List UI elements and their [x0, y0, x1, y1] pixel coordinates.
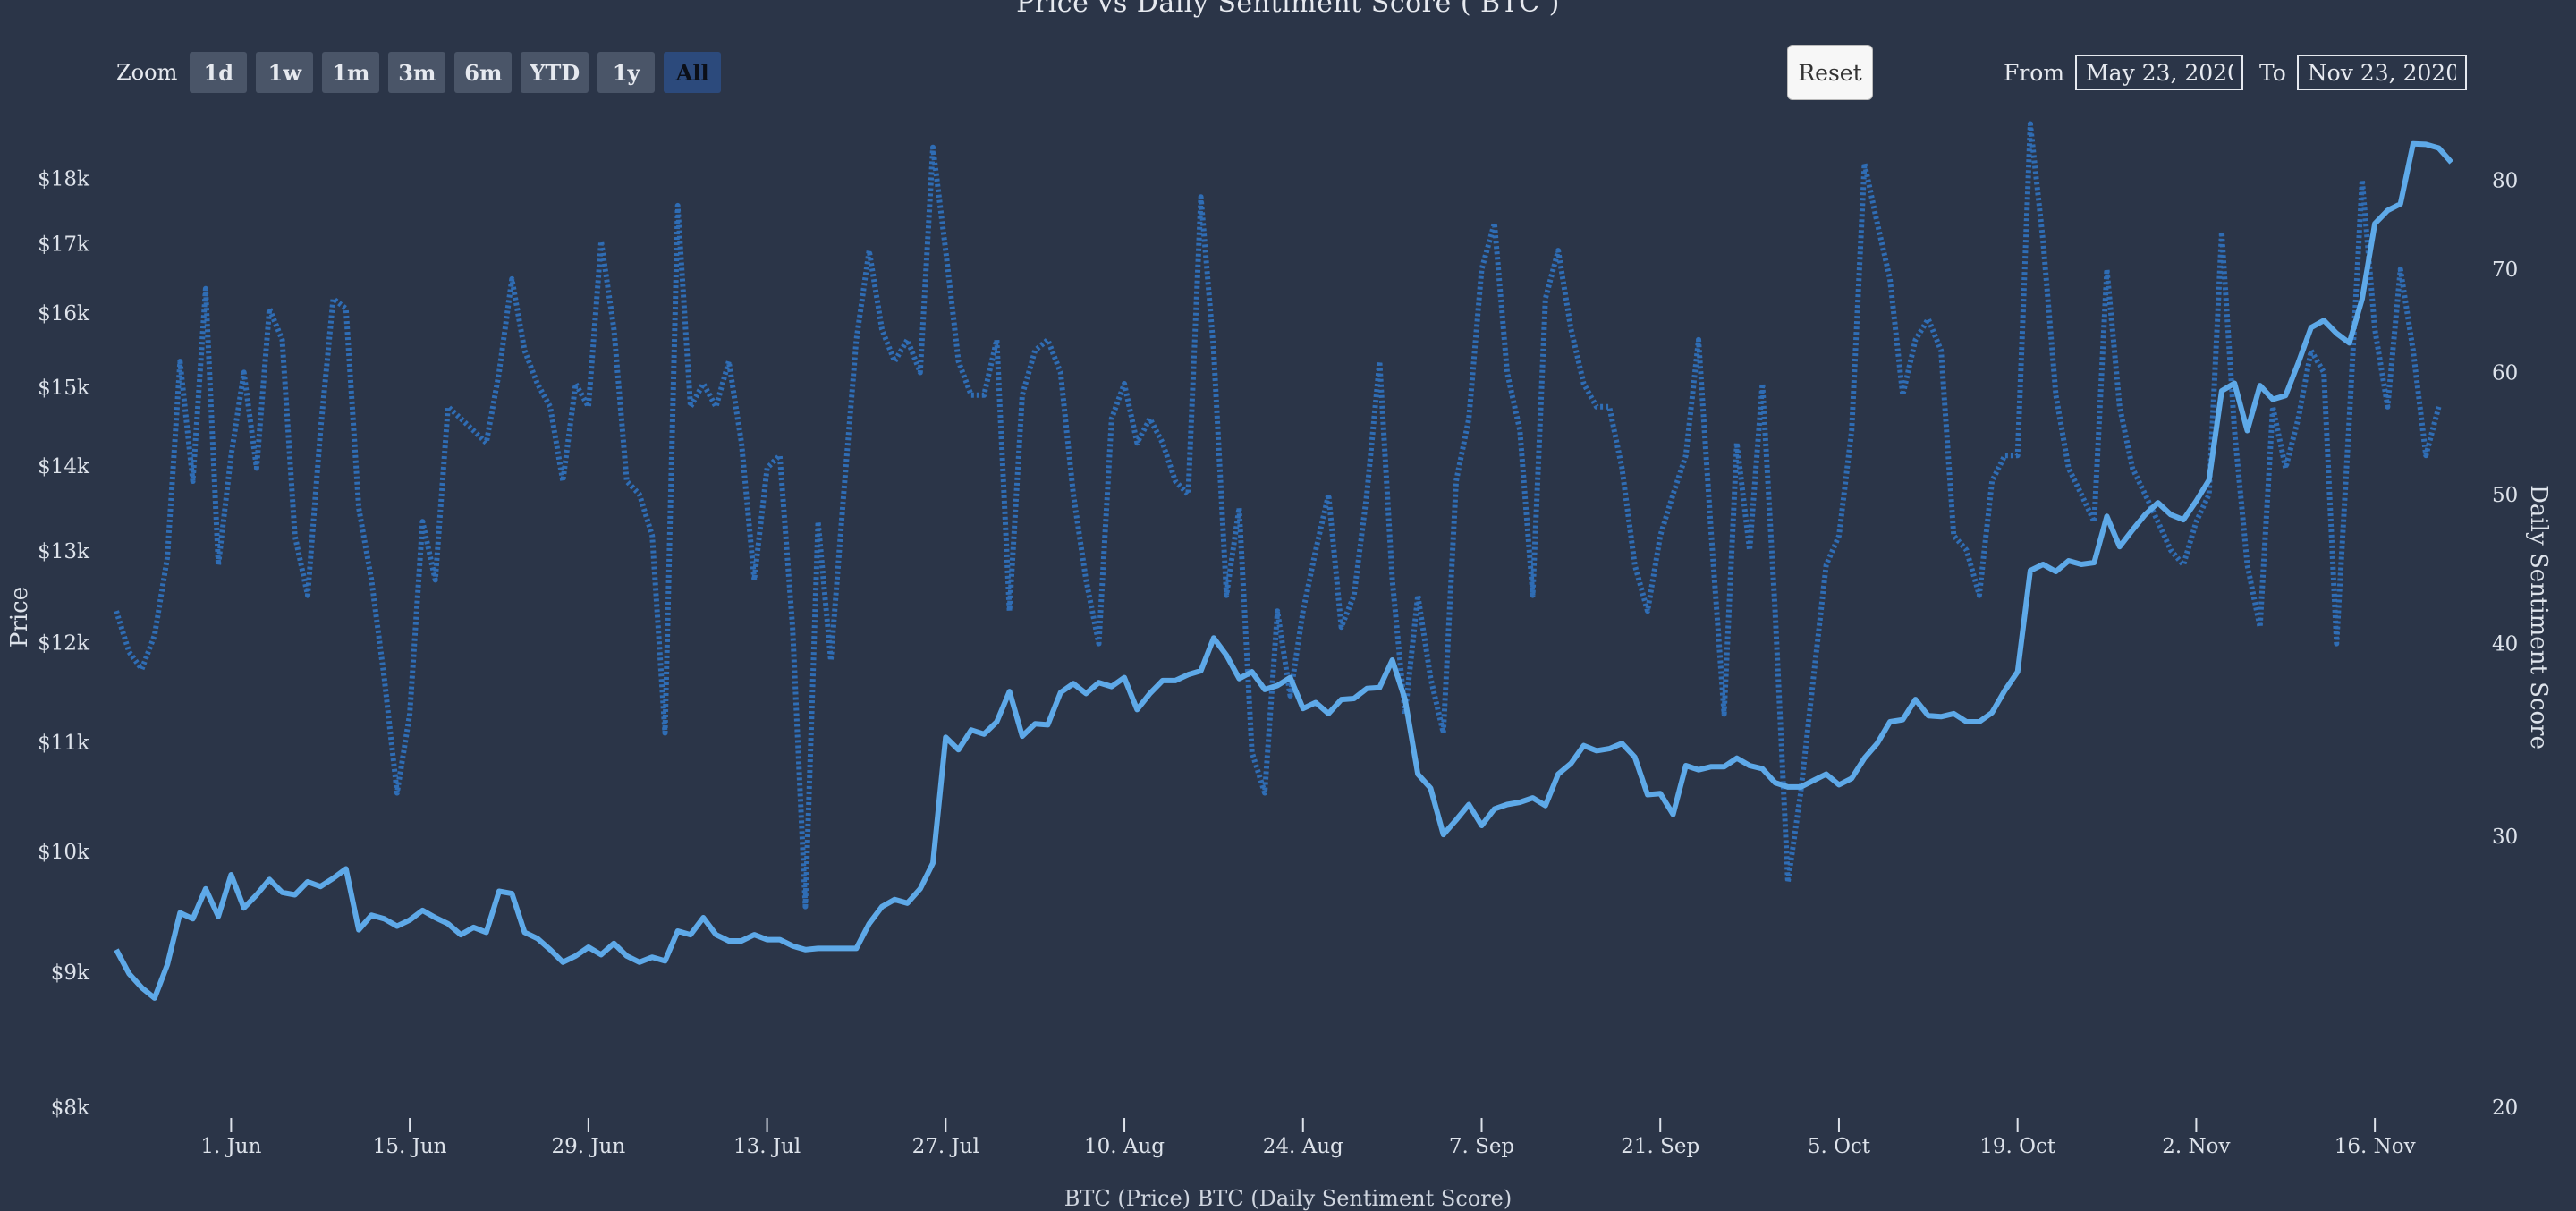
to-date-input[interactable] — [2296, 55, 2467, 90]
zoom-ytd-button[interactable]: YTD — [521, 52, 589, 93]
x-tick-label: 16. Nov — [2334, 1135, 2416, 1158]
zoom-6m-button[interactable]: 6m — [454, 52, 513, 93]
y-right-axis-title: Daily Sentiment Score — [2525, 485, 2552, 749]
series-layer — [114, 121, 2453, 1001]
y-right-tick-label: 40 — [2492, 633, 2518, 656]
y-left-tick-label: $18k — [38, 167, 90, 191]
sentiment-series-line[interactable] — [114, 121, 2442, 910]
zoom-label: Zoom — [116, 60, 178, 85]
x-tick-label: 13. Jul — [733, 1135, 801, 1158]
x-axis: 1. Jun 15. Jun 29. Jun 13. Jul 27. Jul 10. Au… — [200, 1118, 2416, 1158]
to-label: To — [2259, 59, 2286, 86]
x-tick-label: 21. Sep — [1621, 1135, 1699, 1158]
legend: BTC (Price) BTC (Daily Sentiment Score) — [1063, 1186, 1513, 1211]
y-right-axis: 20 30 40 50 60 70 80 — [2492, 169, 2518, 1120]
y-right-tick-label: 80 — [2492, 169, 2518, 192]
y-right-tick-label: 70 — [2492, 258, 2518, 282]
x-tick-label: 24. Aug — [1263, 1135, 1343, 1158]
zoom-3m-button[interactable]: 3m — [388, 52, 446, 93]
from-label: From — [2004, 59, 2065, 86]
y-left-tick-label: $8k — [51, 1097, 90, 1120]
x-tick-label: 2. Nov — [2162, 1135, 2230, 1158]
zoom-1m-button[interactable]: 1m — [322, 52, 380, 93]
y-left-tick-label: $11k — [38, 732, 90, 755]
y-right-tick-label: 30 — [2492, 826, 2518, 849]
x-tick-label: 27. Jul — [912, 1135, 979, 1158]
range-to: To — [2259, 54, 2467, 91]
y-right-tick-label: 50 — [2492, 484, 2518, 507]
zoom-1y-button[interactable]: 1y — [597, 52, 656, 93]
zoom-1d-button[interactable]: 1d — [190, 52, 248, 93]
y-left-tick-label: $12k — [38, 632, 90, 656]
y-left-tick-label: $9k — [51, 961, 90, 985]
price-series-line[interactable] — [114, 140, 2453, 1001]
zoom-bar: Zoom 1d 1w 1m 3m 6m YTD 1y All — [116, 52, 722, 93]
y-left-tick-label: $10k — [38, 841, 90, 864]
y-right-tick-label: 20 — [2492, 1097, 2518, 1120]
y-left-tick-label: $16k — [38, 302, 90, 326]
x-tick-label: 5. Oct — [1808, 1135, 1871, 1158]
chart-title: Price vs Daily Sentiment Score ( BTC ) — [1016, 0, 1560, 19]
reset-button[interactable]: Reset — [1787, 45, 1873, 100]
y-left-axis: $8k $9k $10k $11k $12k $13k $14k $15k $16k $17k $1… — [38, 167, 90, 1120]
zoom-all-button[interactable]: All — [664, 52, 722, 93]
x-tick-label: 15. Jun — [373, 1135, 447, 1158]
x-tick-label: 1. Jun — [200, 1135, 261, 1158]
y-left-tick-label: $13k — [38, 540, 90, 563]
x-tick-label: 7. Sep — [1449, 1135, 1514, 1158]
zoom-1w-button[interactable]: 1w — [256, 52, 314, 93]
range-from: From — [2004, 54, 2244, 91]
x-tick-label: 19. Oct — [1979, 1135, 2056, 1158]
y-right-tick-label: 60 — [2492, 361, 2518, 385]
from-date-input[interactable] — [2075, 55, 2244, 90]
y-left-axis-title: Price — [6, 587, 33, 648]
y-left-tick-label: $17k — [38, 233, 90, 256]
y-left-tick-label: $15k — [38, 377, 90, 400]
x-tick-label: 10. Aug — [1084, 1135, 1165, 1158]
y-left-tick-label: $14k — [38, 455, 90, 478]
x-tick-label: 29. Jun — [551, 1135, 625, 1158]
